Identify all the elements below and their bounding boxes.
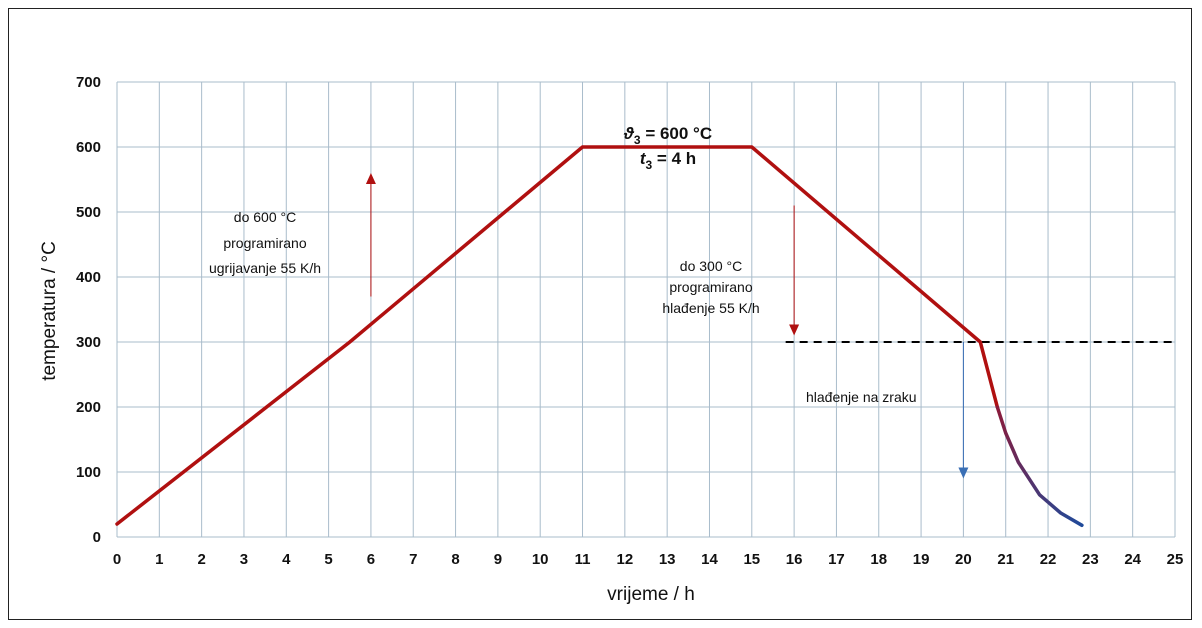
x-tick-label-8: 8: [451, 551, 459, 568]
x-tick-label-13: 13: [659, 551, 676, 568]
y-tick-labels: 0 100 200 300 400 500 600 700: [76, 74, 101, 546]
temperature-curve-furnace: [115, 145, 1000, 526]
air-cooling-arrow-head: [958, 467, 969, 479]
y-tick-label-0: 0: [93, 529, 101, 546]
x-tick-label-4: 4: [282, 551, 291, 568]
series-group: [115, 145, 1084, 528]
x-tick-label-5: 5: [324, 551, 332, 568]
y-tick-label-200: 200: [76, 399, 101, 416]
grid: [116, 81, 1176, 538]
x-tick-label-23: 23: [1082, 551, 1099, 568]
x-tick-label-25: 25: [1167, 551, 1184, 568]
y-axis-title: temperatura / °C: [39, 241, 60, 381]
x-tick-label-11: 11: [575, 551, 591, 568]
x-tick-label-19: 19: [913, 551, 930, 568]
x-tick-label-10: 10: [532, 551, 549, 568]
chart-frame: [8, 8, 1192, 620]
x-tick-label-6: 6: [367, 551, 375, 568]
x-tick-label-0: 0: [113, 551, 121, 568]
y-tick-label-300: 300: [76, 334, 101, 351]
x-tick-label-1: 1: [155, 551, 163, 568]
cooling-annotation-line-3: hlađenje 55 K/h: [662, 300, 759, 316]
x-tick-label-14: 14: [701, 551, 718, 568]
x-tick-label-21: 21: [997, 551, 1014, 568]
heating-annotation-line-1: do 600 °C: [234, 209, 296, 225]
heating-annotation-line-3: ugrijavanje 55 K/h: [209, 260, 321, 276]
x-tick-labels: 0 1 2 3 4 5 6 7 8 9 10 11 12 13 14 15 16 17 18 19 20 21 22 23 24…: [113, 551, 1184, 568]
y-tick-label-500: 500: [76, 204, 101, 221]
cooling-annotation-line-2: programirano: [669, 279, 752, 295]
heating-arrow-head: [365, 173, 376, 184]
annotation-arrows: [365, 173, 969, 479]
x-tick-label-18: 18: [870, 551, 887, 568]
y-tick-label-100: 100: [76, 464, 101, 481]
x-tick-label-2: 2: [197, 551, 205, 568]
plateau-time-label: t3 = 4 h: [640, 149, 696, 172]
x-tick-label-24: 24: [1124, 551, 1141, 568]
y-tick-label-700: 700: [76, 74, 101, 91]
x-tick-label-12: 12: [616, 551, 633, 568]
x-tick-label-15: 15: [743, 551, 760, 568]
x-tick-label-17: 17: [828, 551, 845, 568]
plateau-temperature-label: ϑ3 = 600 °C: [623, 124, 712, 147]
x-tick-label-3: 3: [240, 551, 248, 568]
y-tick-label-400: 400: [76, 269, 101, 286]
x-tick-label-22: 22: [1040, 551, 1057, 568]
x-tick-label-9: 9: [494, 551, 502, 568]
x-axis-title: vrijeme / h: [607, 584, 695, 605]
y-tick-label-600: 600: [76, 139, 101, 156]
x-tick-label-7: 7: [409, 551, 417, 568]
cooling-annotation-line-1: do 300 °C: [680, 258, 742, 274]
heating-annotation-line-2: programirano: [223, 235, 306, 251]
temperature-curve-air: [995, 405, 1084, 528]
cooling-arrow-head: [789, 324, 800, 336]
air-cooling-annotation: hlađenje na zraku: [806, 389, 917, 405]
x-tick-label-20: 20: [955, 551, 972, 568]
x-tick-label-16: 16: [786, 551, 803, 568]
